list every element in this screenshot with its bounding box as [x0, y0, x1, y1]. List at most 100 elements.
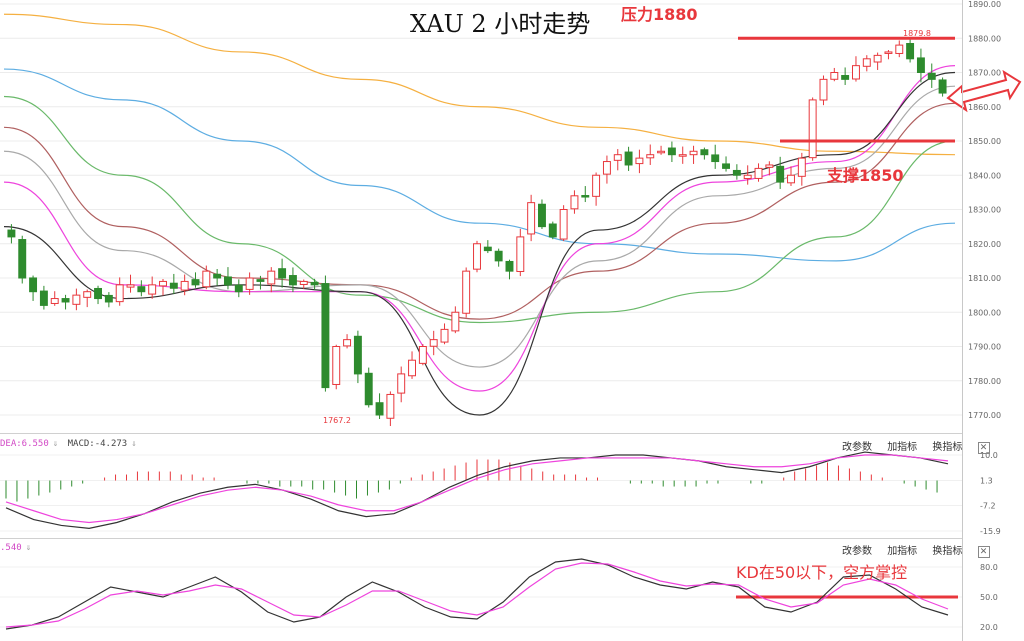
candle-down [213, 273, 222, 279]
candle-up [115, 284, 124, 303]
candle-down [94, 287, 102, 300]
macd-panel: 10.0 1.3 -7.2 -15.9 [0, 451, 1001, 536]
candle-up [180, 280, 189, 291]
macd-line [5, 454, 949, 524]
macd-line [5, 451, 949, 529]
candle-up [743, 174, 752, 180]
candle-up [516, 236, 525, 272]
candle-down [538, 203, 546, 228]
candle-up [397, 373, 406, 394]
candle-down [722, 163, 730, 169]
close-icon[interactable]: ✕ [977, 442, 990, 454]
candle-up [440, 328, 449, 343]
candle-up [408, 359, 416, 377]
candle-down [732, 169, 741, 176]
candle-up [797, 157, 806, 177]
candle-up [386, 393, 395, 419]
candle-up [126, 284, 135, 288]
y-tick-label: 1840.00 [968, 171, 1001, 180]
candle-up [884, 51, 893, 54]
y-tick-label: 1890.00 [968, 0, 1001, 9]
candle-up [50, 298, 59, 304]
candle-down [624, 151, 633, 166]
edit-params-button[interactable]: 改参数 [842, 546, 872, 557]
switch-indicator-button[interactable]: 换指标 [932, 442, 963, 453]
candle-down [483, 246, 492, 252]
candle-up [473, 243, 481, 270]
candle-up [765, 164, 774, 168]
y-tick-label: 1780.00 [968, 377, 1001, 386]
y-tick-label: 1810.00 [968, 274, 1001, 283]
macd-value: MACD:-4.273 [67, 439, 128, 449]
support-label: 支撑1850 [827, 166, 904, 185]
candle-up [245, 277, 254, 290]
candle-down [906, 43, 915, 60]
candle-down [104, 294, 113, 303]
y-tick-label: 1820.00 [968, 240, 1001, 249]
candle-down [927, 72, 936, 80]
candle-down [7, 229, 16, 238]
moving-average-lines [3, 13, 956, 416]
add-indicator-button[interactable]: 加指标 [887, 442, 918, 453]
candle-down [711, 154, 720, 163]
candle-up [830, 72, 839, 80]
y-tick-label: 1830.00 [968, 206, 1001, 215]
candle-down [234, 284, 243, 293]
main-grid [0, 3, 962, 416]
y-tick-label: 1.3 [980, 477, 993, 486]
candle-down [256, 279, 265, 282]
candle-up [646, 154, 655, 159]
resistance-label: 压力1880 [621, 5, 698, 24]
candle-up [202, 270, 211, 288]
candle-up [148, 284, 157, 295]
candle-down [137, 286, 146, 293]
y-tick-label: -15.9 [980, 527, 1001, 536]
candle-up [819, 78, 828, 101]
candle-up [613, 154, 622, 161]
ma-line [3, 68, 956, 262]
ma-line [3, 95, 956, 324]
add-indicator-button[interactable]: 加指标 [887, 546, 918, 557]
kd-line [5, 558, 949, 630]
y-axis-labels: 1890.00 1880.00 1870.00 1860.00 1850.00 1840.… [968, 0, 1001, 420]
y-tick-label: 80.0 [980, 563, 998, 572]
candle-down [776, 165, 785, 183]
y-tick-label: 50.0 [980, 593, 998, 602]
candle-up [418, 346, 427, 364]
y-axis-line [962, 0, 963, 641]
candle-up [862, 58, 871, 67]
y-tick-label: 1790.00 [968, 343, 1001, 352]
kd-header: .540 ⇓ [0, 543, 32, 553]
switch-indicator-button[interactable]: 换指标 [932, 546, 963, 557]
kd-tools: 改参数 加指标 换指标 ✕ [830, 542, 990, 558]
y-tick-label: 1870.00 [968, 69, 1001, 78]
candle-up [678, 154, 687, 157]
candle-up [787, 174, 795, 184]
candle-up [83, 291, 92, 298]
candle-up [852, 65, 860, 80]
y-tick-label: 1800.00 [968, 308, 1001, 317]
close-icon[interactable]: ✕ [977, 546, 990, 558]
y-tick-label: -7.2 [980, 501, 996, 510]
ma-line [3, 13, 956, 156]
kd-panel: 80.0 50.0 20.0 [0, 558, 998, 632]
kd-value: .540 [0, 543, 22, 553]
candle-up [527, 202, 536, 235]
ma-line [3, 71, 956, 416]
resistance-support-lines [738, 36, 955, 143]
candle-up [895, 44, 904, 54]
high-price-label: 1879.8 [903, 29, 931, 38]
candle-up [754, 167, 763, 179]
kd-line [5, 562, 949, 628]
candle-down [278, 268, 287, 279]
candle-down [191, 279, 200, 286]
candle-down [581, 195, 590, 198]
panel-divider [0, 538, 962, 539]
candle-up [462, 270, 471, 314]
candle-up [602, 161, 611, 175]
candlesticks [7, 37, 947, 427]
y-tick-label: 10.0 [980, 451, 998, 460]
y-tick-label: 1850.00 [968, 137, 1001, 146]
candle-down [938, 79, 947, 94]
edit-params-button[interactable]: 改参数 [842, 442, 872, 453]
